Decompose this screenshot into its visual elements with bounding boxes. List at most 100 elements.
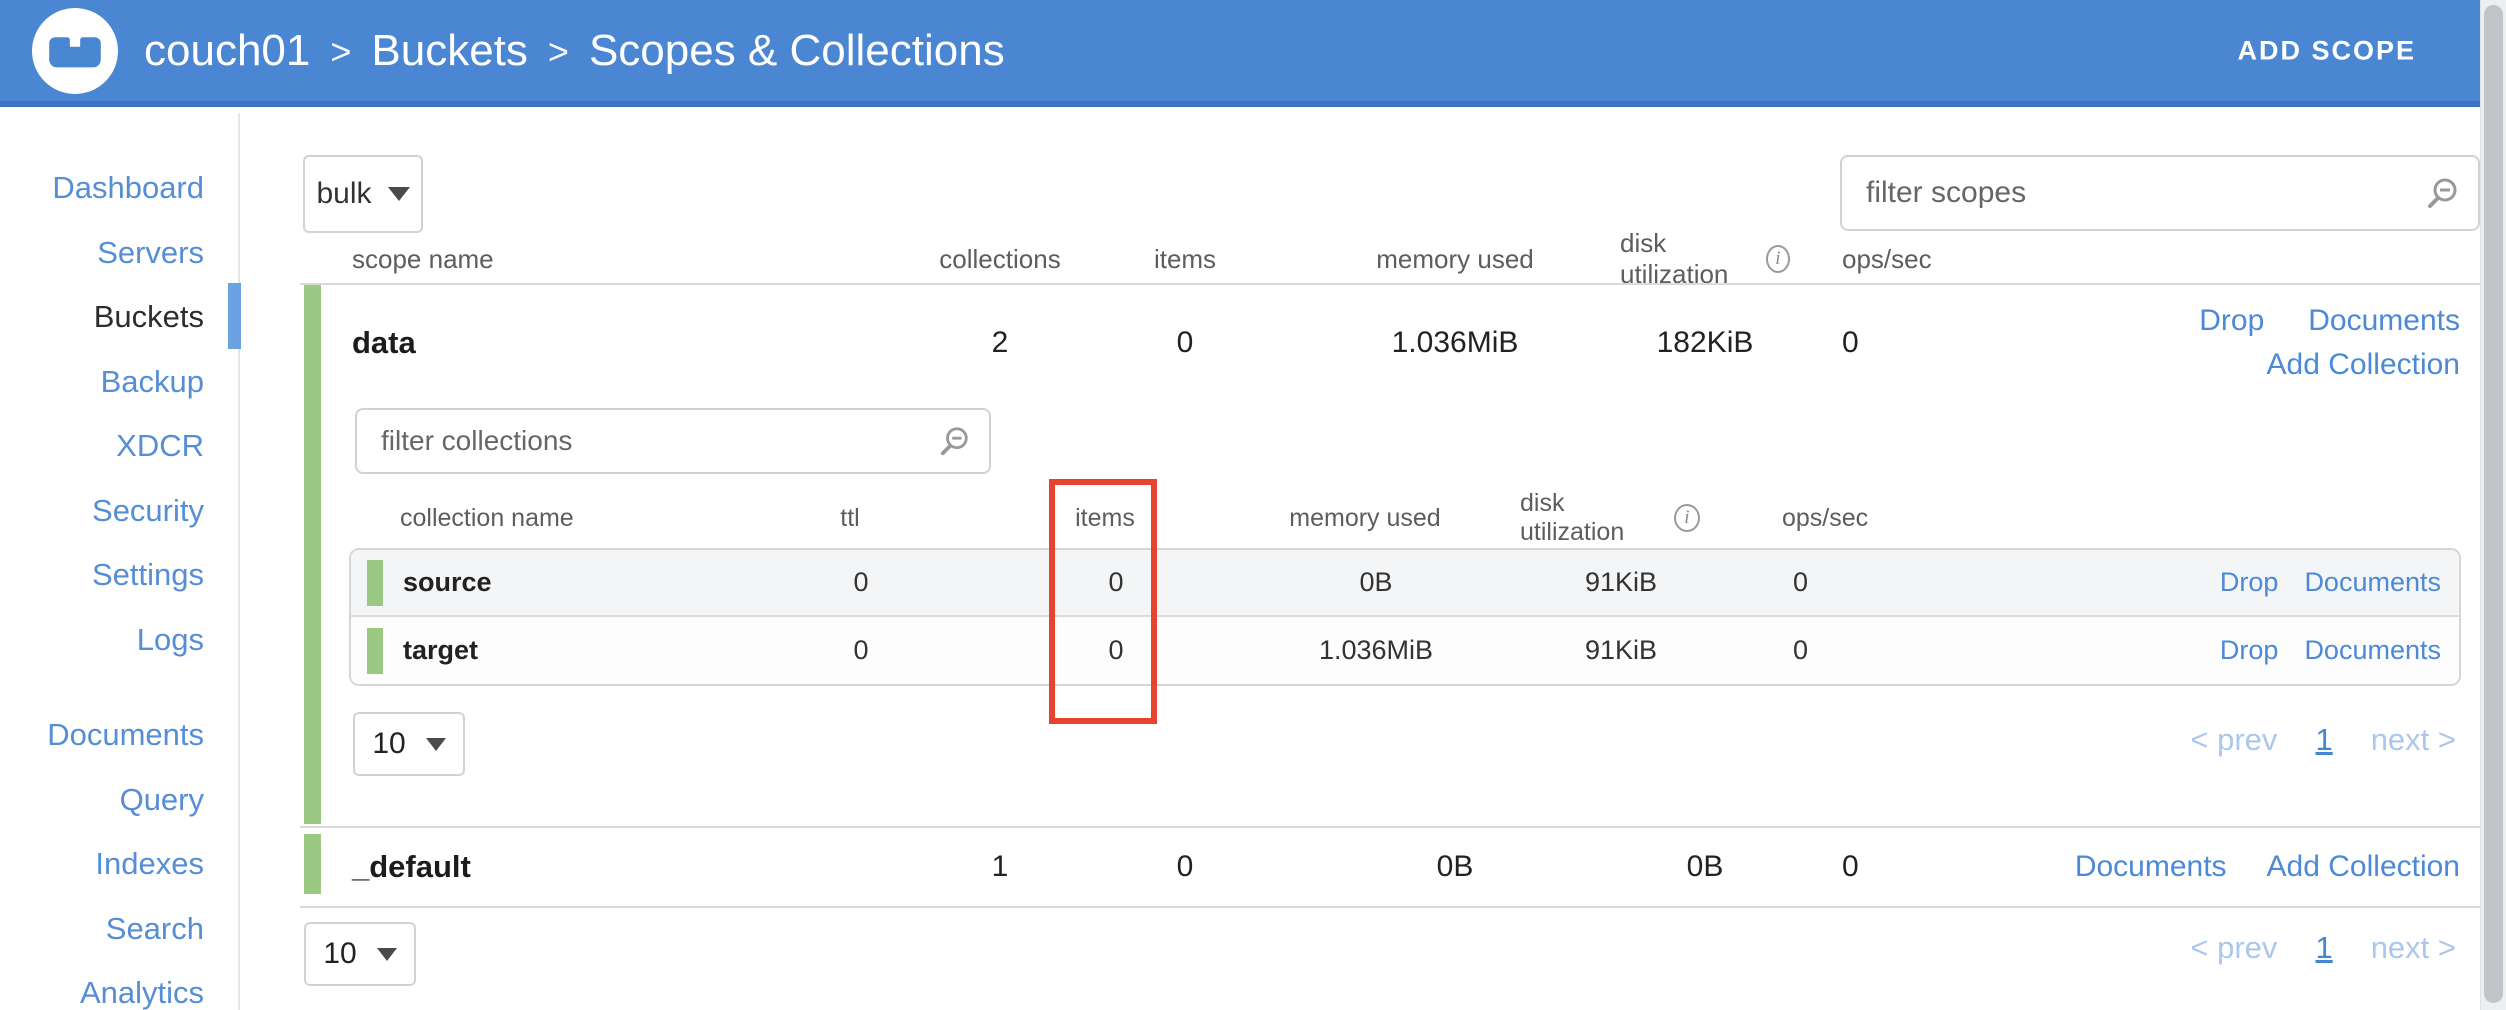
breadcrumb-separator: > [547, 30, 569, 72]
collection-ops-value: 0 [1793, 635, 1809, 665]
scope-memory-value: 1.036MiB [1391, 325, 1519, 359]
drop-collection-link[interactable]: Drop [2219, 635, 2279, 665]
couchbase-logo-icon[interactable] [32, 7, 118, 94]
scopes-table-header: scope name collections items memory used… [300, 228, 2480, 289]
sidebar-nav: Dashboard Servers Buckets Backup XDCR Se… [0, 113, 240, 1010]
scope-collections-value: 2 [991, 325, 1009, 359]
scope-ops-value: 0 [1842, 849, 1859, 883]
next-page-link[interactable]: next > [2370, 930, 2456, 965]
sidebar-item-search[interactable]: Search [105, 910, 204, 946]
drop-collection-link[interactable]: Drop [2219, 567, 2279, 597]
prev-page-link[interactable]: < prev [2190, 930, 2278, 965]
sidebar-item-settings[interactable]: Settings [91, 557, 204, 593]
info-icon[interactable]: i [1673, 504, 1700, 532]
page-size-value: 10 [372, 727, 406, 760]
filter-collections-field [355, 408, 991, 474]
collection-actions: Drop Documents [1881, 567, 2459, 598]
filter-scopes-field [1840, 155, 2480, 231]
collection-disk-value: 91KiB [1584, 567, 1658, 597]
col-items: items [1153, 243, 1217, 274]
collections-page-size-dropdown[interactable]: 10 [353, 712, 465, 776]
collection-ops-value: 0 [1793, 567, 1809, 597]
scope-ops-value: 0 [1842, 325, 1859, 359]
couchbase-couch-glyph [49, 36, 101, 67]
documents-link[interactable]: Documents [2304, 635, 2441, 665]
collection-memory-value: 0B [1359, 567, 1393, 597]
page-title: Scopes & Collections [588, 25, 1005, 75]
bulk-dropdown[interactable]: bulk [303, 155, 423, 233]
sidebar-item-indexes[interactable]: Indexes [95, 846, 204, 882]
add-collection-link[interactable]: Add Collection [2266, 347, 2460, 381]
collections-table-header: collection name ttl items memory used di… [340, 489, 2460, 546]
drop-scope-link[interactable]: Drop [2199, 303, 2265, 337]
header-bar: couch01 > Buckets > Scopes & Collections… [0, 0, 2480, 107]
next-page-link[interactable]: next > [2370, 722, 2456, 757]
collection-items-value: 0 [1108, 635, 1124, 665]
sidebar-item-buckets[interactable]: Buckets [93, 299, 204, 335]
collection-name-cell: target [351, 627, 711, 674]
scope-collections-value: 1 [991, 849, 1009, 883]
chevron-down-icon [425, 737, 446, 751]
col-ops-sec: ops/sec [1842, 243, 1932, 274]
sidebar-item-query[interactable]: Query [119, 781, 204, 817]
collection-disk-value: 91KiB [1584, 635, 1658, 665]
scopes-pagination: < prev 1 next > [2190, 930, 2456, 966]
scope-row-default[interactable]: _default 1 0 0B 0B 0 Documents Add Colle… [300, 827, 2480, 906]
scrollbar-thumb[interactable] [2484, 5, 2503, 1003]
breadcrumb-cluster[interactable]: couch01 [144, 25, 311, 75]
scope-items-value: 0 [1176, 325, 1194, 359]
scope-name: _default [352, 848, 471, 884]
sidebar-item-documents[interactable]: Documents [47, 717, 204, 753]
col-ops-sec: ops/sec [1782, 503, 1869, 532]
documents-link[interactable]: Documents [2074, 849, 2227, 883]
documents-link[interactable]: Documents [2304, 567, 2441, 597]
breadcrumb-buckets[interactable]: Buckets [371, 25, 528, 75]
sidebar-item-servers[interactable]: Servers [97, 234, 204, 270]
collection-row-target[interactable]: target 0 0 1.036MiB 91KiB 0 Drop Documen… [351, 617, 2459, 684]
page-size-value: 10 [323, 937, 357, 970]
sidebar-item-dashboard[interactable]: Dashboard [52, 170, 204, 206]
collections-table: source 0 0 0B 91KiB 0 Drop Documents tar… [349, 548, 2461, 686]
add-collection-link[interactable]: Add Collection [2266, 849, 2460, 883]
col-scope-name: scope name [352, 243, 494, 274]
filter-scopes-input[interactable] [1842, 176, 2426, 210]
disk-utilization-label: disk utilization [1620, 228, 1729, 289]
scope-green-bar [304, 285, 321, 824]
collection-green-bar [367, 627, 383, 674]
collection-name-cell: source [351, 559, 711, 606]
collection-ttl-value: 0 [853, 635, 869, 665]
disk-utilization-label: disk utilization [1520, 489, 1625, 546]
prev-page-link[interactable]: < prev [2190, 722, 2278, 757]
collection-name: target [403, 635, 479, 665]
sidebar-item-logs[interactable]: Logs [136, 621, 204, 657]
scopes-page-size-dropdown[interactable]: 10 [304, 922, 416, 986]
collection-row-source[interactable]: source 0 0 0B 91KiB 0 Drop Documents [351, 550, 2459, 617]
sidebar-active-indicator [228, 283, 241, 349]
sidebar-item-backup[interactable]: Backup [100, 363, 204, 399]
sidebar-item-security[interactable]: Security [92, 492, 204, 528]
scope-disk-value: 0B [1686, 849, 1724, 883]
vertical-scrollbar[interactable] [2480, 0, 2506, 1010]
scope-row-data[interactable]: data 2 0 1.036MiB 182KiB 0 Drop Document… [300, 285, 2480, 400]
filter-collections-input[interactable] [357, 425, 939, 457]
col-memory-used: memory used [1289, 503, 1441, 532]
col-collections: collections [939, 243, 1061, 274]
documents-link[interactable]: Documents [2308, 303, 2460, 337]
section-divider [300, 906, 2480, 908]
sidebar-item-analytics[interactable]: Analytics [79, 975, 204, 1010]
info-icon[interactable]: i [1765, 245, 1790, 273]
col-items: items [1075, 503, 1135, 532]
section-divider [300, 826, 2480, 828]
section-divider [300, 283, 2480, 285]
page-number-link[interactable]: 1 [2315, 722, 2333, 757]
add-scope-button[interactable]: ADD SCOPE [2237, 35, 2416, 65]
chevron-down-icon [387, 187, 410, 201]
bulk-dropdown-label: bulk [316, 177, 372, 210]
col-disk-utilization: disk utilization i [1520, 489, 1700, 547]
col-ttl: ttl [840, 503, 860, 532]
scope-green-bar [304, 834, 321, 894]
scope-actions: Drop Documents Add Collection [1970, 304, 2480, 382]
search-icon [2428, 178, 2457, 208]
sidebar-item-xdcr[interactable]: XDCR [116, 428, 204, 464]
page-number-link[interactable]: 1 [2315, 930, 2333, 965]
